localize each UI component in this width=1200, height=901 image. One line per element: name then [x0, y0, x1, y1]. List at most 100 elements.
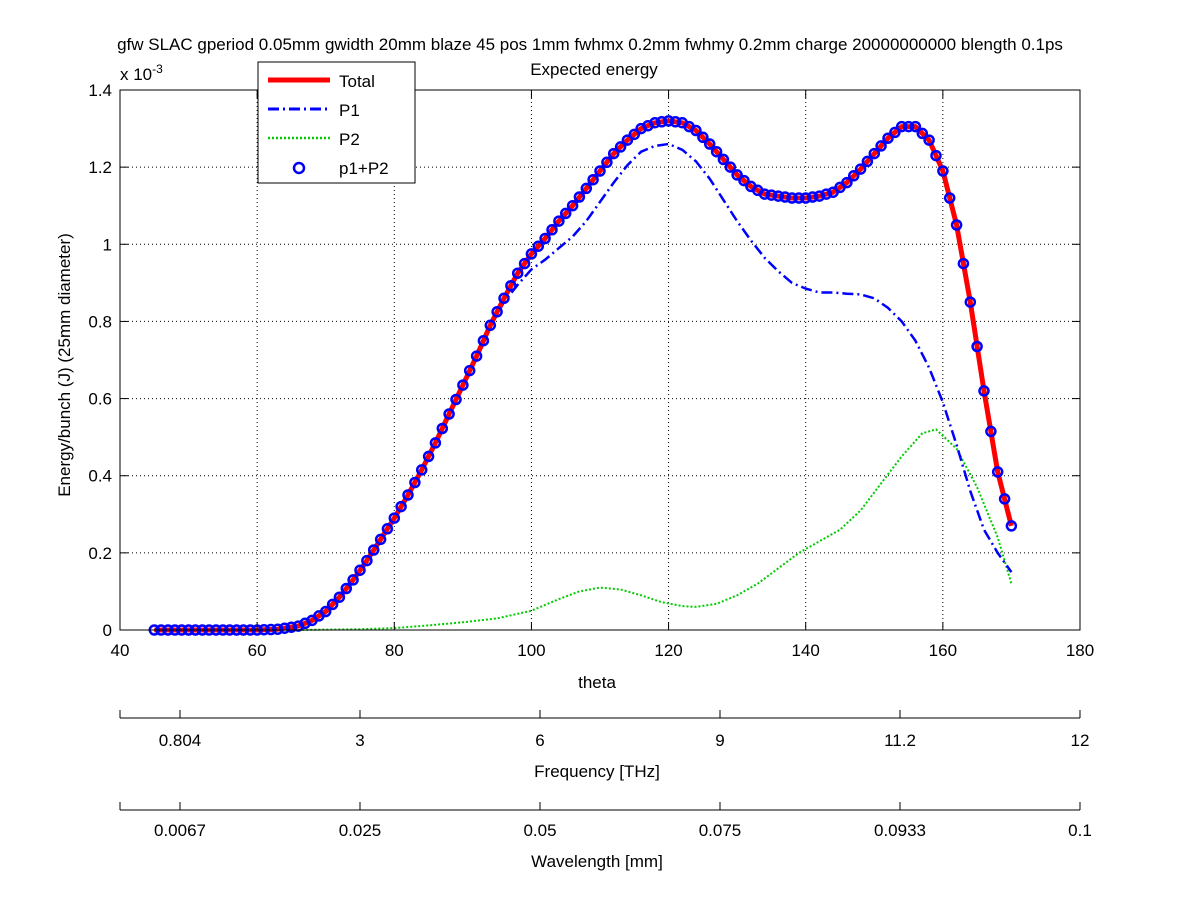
series-p1p2-marker — [436, 422, 449, 435]
series-p1p2-marker — [930, 149, 942, 162]
series-p1p2-marker — [553, 215, 565, 227]
series-p1p2-marker — [319, 605, 332, 618]
series-p1p2-marker — [463, 364, 476, 377]
series-p1p2-marker — [875, 140, 887, 152]
y-exponent-label: x 10-3 — [120, 62, 163, 84]
series-p1p2-marker — [690, 124, 702, 137]
series-p1p2-marker — [326, 598, 339, 611]
secondary-axes: 0.804 3 6 9 11.2 12 Frequency [THz] 0.0067 0.025… — [119, 710, 1092, 871]
series-p1p2-marker — [655, 116, 668, 128]
legend-label-total: Total — [339, 72, 375, 91]
series-p1p2-marker — [971, 340, 983, 353]
x-axis-label: theta — [578, 673, 616, 692]
secondary-axis-tick-label: 0.075 — [699, 821, 742, 840]
secondary-axis-tick-label: 0.1 — [1068, 821, 1092, 840]
secondary-axis-label: Wavelength [mm] — [531, 852, 663, 871]
x-tick-label: 60 — [248, 641, 267, 660]
x-tick-label: 80 — [385, 641, 404, 660]
plot-frame — [119, 89, 1081, 631]
series-p1p2-marker — [354, 564, 366, 576]
y-axis-label: Energy/bunch (J) (25mm diameter) — [55, 233, 74, 497]
series-p1p2-marker — [909, 120, 922, 133]
series-p1p2-marker — [717, 153, 730, 166]
secondary-axis-tick-label: 12 — [1071, 731, 1090, 750]
y-tick-label: 1.2 — [88, 158, 112, 177]
series-p1p2-marker — [813, 190, 826, 202]
series-p1p2-marker — [601, 156, 613, 169]
series-p1p2-marker — [847, 170, 860, 182]
secondary-axis-tick-label: 0.025 — [339, 821, 382, 840]
series-p1p2-marker — [697, 131, 709, 144]
series-p1p2-marker — [950, 219, 963, 231]
series-p1p2-marker — [381, 523, 394, 535]
y-tick-label: 0.4 — [88, 467, 112, 486]
secondary-axis-tick-label: 0.804 — [159, 731, 202, 750]
series-p1p2-marker — [422, 450, 435, 463]
series-p1p2-marker — [443, 408, 455, 420]
chart-title-line-2: Expected energy — [530, 60, 658, 79]
series-p1p2-marker — [271, 623, 284, 635]
secondary-axis-tick-label: 0.05 — [523, 821, 556, 840]
series-p1p2-marker — [409, 476, 421, 489]
series-p1p2-marker — [429, 437, 442, 449]
series-p1p2-marker — [532, 240, 545, 252]
legend-label-markers: p1+P2 — [339, 159, 389, 178]
series-p1p2-marker — [621, 134, 634, 146]
series-p1p2-marker — [868, 147, 881, 160]
legend-swatch-markers — [292, 161, 306, 175]
axis-ticks: 40 60 80 100 120 140 160 180 0 0.2 0.4 0.6 0.8 1 1.2 1.… — [88, 81, 1094, 660]
series-p1p2-marker — [539, 232, 551, 245]
series-p1p2-marker — [278, 622, 291, 634]
series-p1p2-marker — [799, 192, 812, 204]
series-p1p2-marker — [566, 199, 579, 212]
series-p1p2-marker — [841, 176, 853, 189]
y-tick-label: 0 — [103, 621, 112, 640]
secondary-axis-tick-label: 0.0067 — [154, 821, 206, 840]
series-p1p2-marker — [710, 145, 723, 158]
secondary-axis-tick-label: 3 — [355, 731, 364, 750]
series-p1p2-marker — [916, 127, 929, 140]
plot-area: 40 60 80 100 120 140 160 180 0 0.2 0.4 0.6 0.8 1 1.2 1.… — [88, 81, 1094, 660]
series-p1p2-marker — [525, 248, 538, 260]
series-p1p2-marker — [491, 306, 503, 318]
series-p1p2-marker — [477, 334, 490, 347]
series-p1p2-marker — [882, 132, 894, 144]
series-p1p2-marker — [367, 544, 380, 556]
legend-label-p1: P1 — [339, 101, 360, 120]
series-p1p2-marker — [333, 591, 346, 603]
series-p1p2-marker — [498, 292, 510, 305]
series-p1p2-marker — [779, 191, 791, 203]
series-p1p2-marker — [765, 189, 778, 201]
chart-title-line-1: gfw SLAC gperiod 0.05mm gwidth 20mm blaz… — [117, 35, 1063, 54]
series-p1p2-marker — [395, 500, 407, 513]
series-p1p2-marker — [402, 489, 414, 501]
x-tick-label: 100 — [517, 641, 545, 660]
series-p1p2-marker — [758, 188, 771, 200]
y-tick-label: 1.4 — [88, 81, 112, 100]
series-p1p2-marker — [607, 147, 620, 160]
x-tick-label: 160 — [929, 641, 957, 660]
series-p1p2-marker — [985, 425, 997, 438]
series-p1p2-marker — [662, 115, 675, 127]
secondary-axis-tick-label: 6 — [535, 731, 544, 750]
series-p1p2-marker — [902, 120, 915, 133]
y-tick-label: 0.6 — [88, 390, 112, 409]
series-p1p2-marker — [806, 191, 819, 203]
x-tick-label: 120 — [654, 641, 682, 660]
series-p1p2-marker — [943, 192, 956, 204]
series-p1p2-marker — [484, 319, 497, 332]
series-p1p2-marker — [614, 141, 627, 153]
series-p1p2-marker — [285, 621, 298, 633]
series-p1p2-marker — [724, 161, 737, 173]
series-p1p2-marker — [347, 574, 359, 586]
series-p1p2-marker — [957, 257, 970, 270]
series-p1p2-marker — [580, 182, 593, 195]
series-p2-line — [154, 428, 1013, 631]
series-p1p2-marker — [861, 155, 874, 168]
series-p1p2-marker — [731, 169, 743, 181]
y-tick-label: 0.2 — [88, 544, 112, 563]
series-p1p2-marker — [991, 466, 1004, 478]
series-p1p2-marker — [415, 464, 428, 476]
series-p1p2-marker — [1005, 520, 1018, 532]
